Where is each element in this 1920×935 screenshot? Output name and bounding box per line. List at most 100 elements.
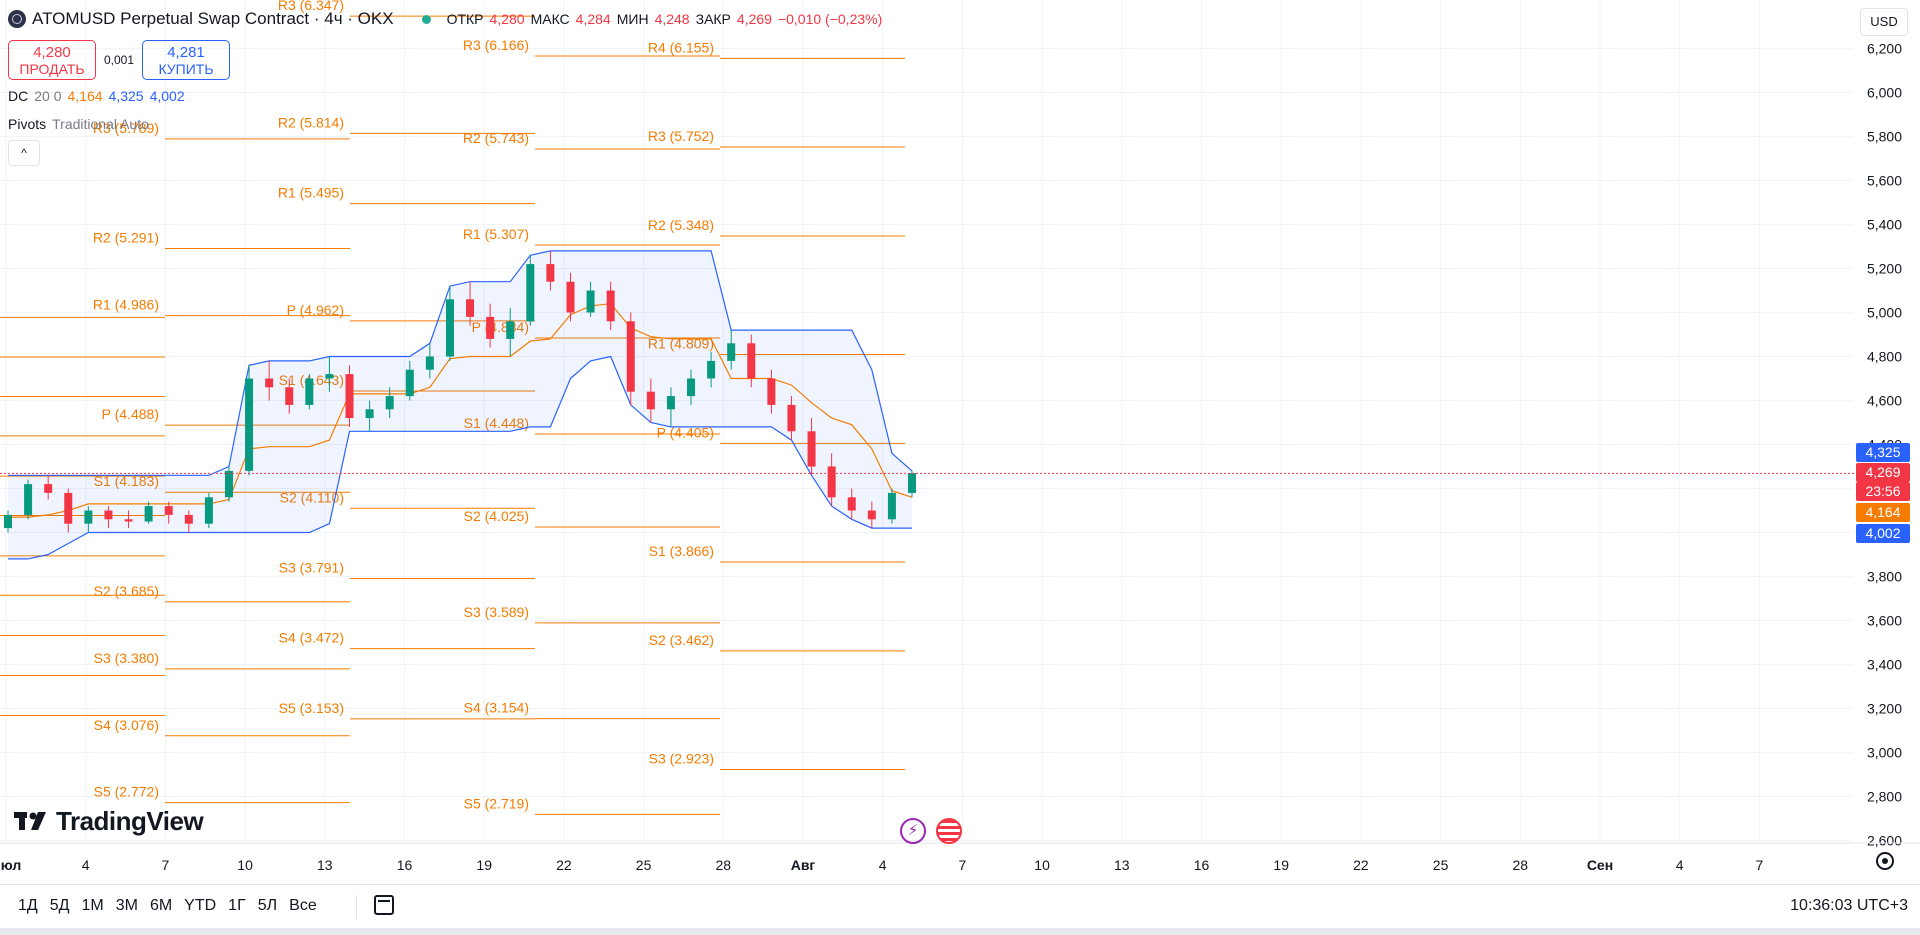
candle-body (887, 492, 896, 520)
pivot-label: R3 (5.752) (648, 128, 714, 144)
us-flag-icon[interactable] (936, 818, 962, 844)
range-1d[interactable]: 1Д (18, 897, 38, 914)
flash-icon[interactable]: ⚡ (900, 818, 926, 844)
indicator-dc[interactable]: DC 20 0 4,164 4,325 4,002 (8, 88, 882, 108)
pivot-label: R1 (5.495) (278, 185, 344, 201)
pivot-label: R2 (5.743) (463, 130, 529, 146)
candle-body (204, 497, 213, 524)
pivot-label: S2 (3.685) (94, 583, 159, 599)
ohlc-high-value: 4,284 (575, 11, 611, 27)
candle-body (4, 514, 12, 529)
pivot-label: R3 (6.347) (278, 0, 344, 13)
candle-body (606, 290, 615, 322)
pivot-label: R1 (4.809) (648, 336, 714, 352)
y-tick-label: 5,400 (1867, 217, 1902, 233)
x-tick-label: 4 (1676, 857, 1684, 873)
ohlc-values: ОТКР 4,280 МАКС 4,284 МИН 4,248 ЗАКР 4,269 −… (447, 11, 883, 27)
price-axis-badge (1856, 482, 1910, 501)
y-tick-label: 3,600 (1867, 613, 1902, 629)
y-tick-label: 3,800 (1867, 569, 1902, 585)
dc-name: DC (8, 88, 29, 104)
x-tick-label: 4 (879, 857, 887, 873)
ohlc-high-label: МАКС (530, 11, 570, 27)
symbol-row: ATOMUSD Perpetual Swap Contract · 4ч · O… (8, 8, 882, 30)
x-tick-label: 10 (237, 857, 253, 873)
candle-body (707, 360, 716, 379)
candle-body (265, 378, 274, 388)
candle-body (345, 374, 354, 419)
atom-logo-icon (8, 10, 26, 28)
tradingview-logo-text: TradingView (56, 806, 204, 836)
range-1y[interactable]: 1Г (228, 897, 246, 914)
tradingview-logo[interactable]: TradingView (14, 806, 204, 837)
buy-label: КУПИТЬ (158, 61, 214, 77)
range-ytd[interactable]: YTD (184, 897, 217, 914)
market-status-icon[interactable] (421, 14, 431, 24)
price-axis-badge-label: 4,002 (1865, 525, 1900, 541)
pivot-label: P (4.962) (287, 302, 344, 318)
clock[interactable]: 10:36:03 UTC+3 (1790, 897, 1908, 914)
sell-label: ПРОДАТЬ (19, 61, 85, 77)
candle-body (666, 396, 675, 410)
ohlc-open-value: 4,280 (489, 11, 525, 27)
dc-params: 20 0 (34, 88, 62, 104)
dc-value-basis: 4,164 (67, 88, 103, 104)
candle-body (405, 369, 414, 397)
price-axis-badge-label: 4,164 (1865, 504, 1900, 520)
buy-button[interactable]: 4,281 КУПИТЬ (142, 40, 230, 80)
indicator-pivots[interactable]: Pivots Traditional Auto (8, 116, 882, 136)
y-tick-label: 6,000 (1867, 85, 1902, 101)
candle-body (164, 506, 173, 515)
pivot-label: P (4.884) (472, 319, 529, 335)
x-tick-label: 7 (1756, 857, 1764, 873)
buy-price: 4,281 (167, 44, 205, 61)
pivot-label: S2 (3.462) (649, 632, 714, 648)
price-axis-badge-label: 4,325 (1865, 444, 1900, 460)
candle-body (747, 343, 756, 379)
pivot-label: S1 (4.183) (94, 473, 159, 489)
candle-body (787, 404, 796, 432)
candle-body (827, 466, 836, 498)
pivot-label: S3 (3.589) (464, 604, 529, 620)
spread-value: 0,001 (103, 53, 135, 67)
candle-body (365, 409, 374, 419)
pivot-label: S2 (4.110) (280, 489, 344, 505)
ohlc-change: −0,010 (−0,23%) (777, 11, 883, 27)
pivot-label: S3 (2.923) (649, 750, 714, 766)
candle-body (144, 506, 153, 522)
pivot-label: P (4.488) (102, 406, 159, 422)
candle-body (526, 264, 535, 322)
y-tick-label: 3,400 (1867, 657, 1902, 673)
candle-body (466, 299, 475, 317)
pivot-label: S5 (2.719) (464, 795, 529, 811)
range-all[interactable]: Все (289, 897, 317, 914)
dc-value-upper: 4,325 (108, 88, 144, 104)
candle-body (586, 290, 595, 313)
price-axis-badge-label: 4,269 (1865, 464, 1900, 480)
ohlc-open-label: ОТКР (446, 11, 484, 27)
y-tick-label: 6,200 (1867, 41, 1902, 57)
bottom-toolbar: 1Д 5Д 1М 3М 6М YTD 1Г 5Л Все 10:36:03 UT… (0, 884, 1920, 929)
x-tick-label: 7 (959, 857, 967, 873)
tradingview-logo-icon (14, 811, 46, 830)
range-5d[interactable]: 5Д (49, 897, 70, 914)
sell-button[interactable]: 4,280 ПРОДАТЬ (8, 40, 96, 80)
pivot-label: S4 (3.472) (279, 630, 344, 646)
range-1m[interactable]: 1М (81, 897, 104, 914)
symbol-title[interactable]: ATOMUSD Perpetual Swap Contract · 4ч · O… (32, 9, 394, 28)
range-5y[interactable]: 5Л (257, 897, 278, 914)
calendar-icon[interactable] (374, 895, 394, 915)
scrollbar[interactable] (0, 928, 1920, 935)
price-chart[interactable]: 2,6002,8003,0003,2003,4003,6003,8004,000… (0, 0, 1920, 884)
range-3m[interactable]: 3М (115, 897, 138, 914)
currency-selector[interactable]: USD (1860, 8, 1908, 36)
gear-icon[interactable] (1876, 852, 1894, 870)
collapse-legend-button[interactable]: ^ (8, 140, 40, 166)
pivot-label: R2 (5.291) (93, 229, 159, 245)
x-tick-label: 16 (397, 857, 413, 873)
pivots-name: Pivots (8, 116, 47, 132)
range-6m[interactable]: 6М (149, 897, 173, 914)
pivot-label: R3 (5.789) (93, 120, 159, 136)
pivot-label: S5 (3.153) (279, 700, 344, 716)
toolbar-divider (356, 895, 357, 919)
